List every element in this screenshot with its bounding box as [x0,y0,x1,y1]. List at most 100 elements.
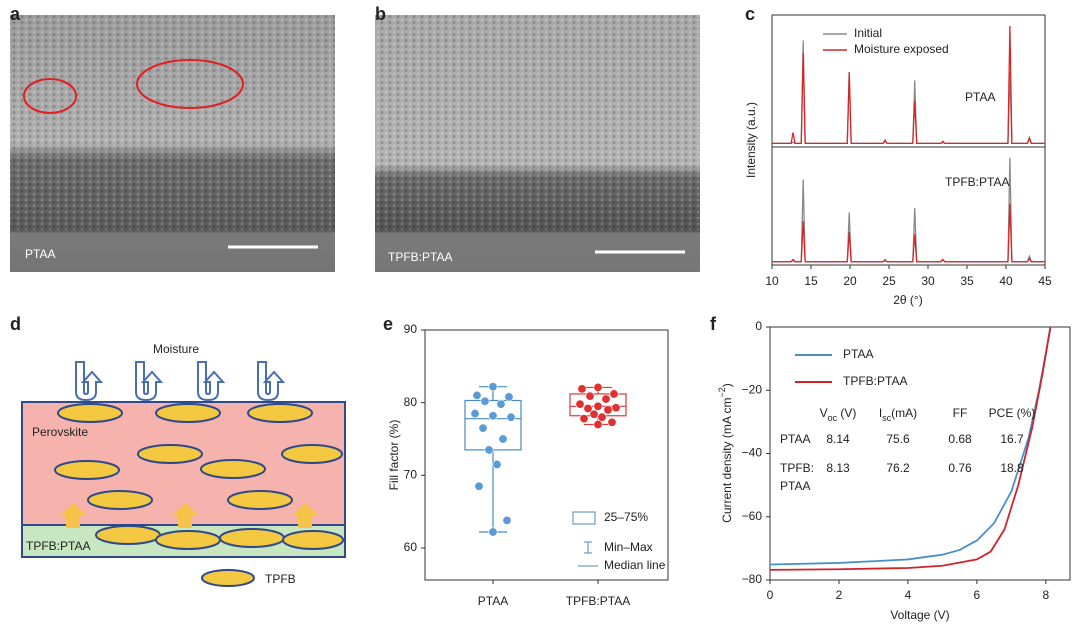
y-tick-label: 60 [404,540,418,554]
data-point [478,423,488,433]
data-point [579,414,589,424]
data-line [772,157,1045,263]
table-cell: 0.76 [948,461,972,475]
x-axis-label: Voltage (V) [890,608,949,622]
legend-label: Initial [854,26,882,40]
data-point [593,401,603,411]
table-cell: 75.6 [886,432,910,446]
x-axis-label: 2θ (°) [893,293,922,307]
data-point [611,403,621,413]
table-header-part: (mA) [891,406,917,420]
table-header-part: I [879,406,882,420]
plot-frame [771,146,1046,266]
y-axis-label: Intensity (a.u.) [744,102,758,178]
table-header-part: sc [882,413,892,423]
legend-label: 25–75% [604,510,648,524]
row-label: PTAA [780,432,810,446]
data-point [585,391,595,401]
data-point [593,382,603,392]
x-tick-label: 20 [843,274,857,288]
table-header-part: oc [828,413,838,423]
y-axis-label: Current density (mA cm−2) [717,383,734,523]
y-tick-label: 80 [404,395,418,409]
y-tick-label: 70 [404,468,418,482]
data-point [498,434,508,444]
plot-frame [769,326,1071,581]
x-tick-label: 25 [882,274,896,288]
data-point [583,403,593,413]
x-tick-label: 6 [974,588,981,602]
data-point [474,481,484,491]
data-line [769,326,1052,566]
row-label: TPFB: [780,461,814,475]
data-point [593,419,603,429]
y-axis-label-part: Current density (mA cm [720,397,734,522]
table-cell: 76.2 [886,461,910,475]
data-point [488,527,498,537]
table-cell: 8.14 [826,432,850,446]
data-point [609,389,619,399]
data-point [484,445,494,455]
panel-letter: a [10,4,21,24]
legend-swatch [572,511,596,525]
table-cell: 18.8 [1000,461,1024,475]
data-point [488,382,498,392]
x-tick-label: 45 [1038,274,1052,288]
data-point [601,394,611,404]
x-tick-label: TPFB:PTAA [566,594,630,608]
x-tick-label: 35 [960,274,974,288]
x-tick-label: 8 [1043,588,1050,602]
table-header: FF [953,406,968,420]
table-cell: 16.7 [1000,432,1024,446]
y-axis-label-part: −2 [717,387,727,397]
legend-label: Min–Max [604,540,653,554]
plot-frame [771,14,1046,148]
moisture-label: Moisture [153,342,199,356]
panel-letter: c [745,4,755,24]
panel-letter: d [10,314,21,334]
data-point [504,392,514,402]
legend-label: TPFB:PTAA [843,374,907,388]
x-tick-label: PTAA [478,594,508,608]
legend-label: TPFB [265,572,296,586]
legend-swatch [584,541,592,554]
legend-label: PTAA [843,347,873,361]
table-header: Voc (V) [820,406,857,423]
panel-letter: e [383,314,393,334]
layer-label: TPFB:PTAA [26,539,90,553]
data-point [480,396,490,406]
y-tick-label: −60 [742,509,763,523]
data-point [603,405,613,415]
data-point [470,409,480,419]
perovskite-label: Perovskite [32,425,88,439]
data-point [607,417,617,427]
y-tick-label: −20 [742,382,763,396]
table-cell: 0.68 [948,432,972,446]
data-line [772,203,1045,263]
data-point [506,412,516,422]
y-tick-label: 0 [755,319,762,333]
image-label: PTAA [25,247,55,261]
y-axis-label-part: ) [720,383,734,387]
sample-label: PTAA [965,90,995,104]
table-header: Isc(mA) [879,406,917,423]
legend-label: Moisture exposed [854,42,949,56]
box [464,399,522,451]
y-tick-label: −40 [742,446,763,460]
data-point [492,459,502,469]
row-label: PTAA [780,479,810,493]
table-cell: 8.13 [826,461,850,475]
legend-label: Median line [604,558,666,572]
x-tick-label: 10 [765,274,779,288]
table-header-part: (V) [837,406,856,420]
y-tick-label: 90 [404,322,418,336]
data-point [502,515,512,525]
sem-image-b: TPFB:PTAA [375,15,700,272]
y-tick-label: −80 [742,572,763,586]
sem-image-a: PTAA [10,15,335,272]
table-header: PCE (%) [989,406,1036,420]
panel-letter: b [375,4,386,24]
x-tick-label: 4 [905,588,912,602]
data-point [472,390,482,400]
